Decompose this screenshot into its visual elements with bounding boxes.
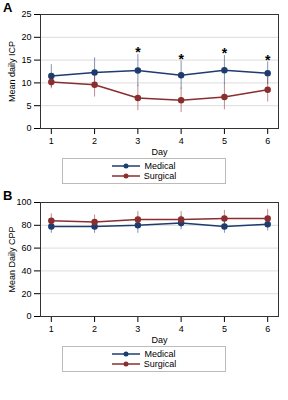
svg-text:6: 6 — [265, 136, 270, 146]
svg-text:1: 1 — [49, 324, 54, 334]
svg-text:40: 40 — [21, 266, 31, 276]
svg-text:Mean daily ICP: Mean daily ICP — [7, 41, 17, 102]
svg-text:1: 1 — [49, 136, 54, 146]
svg-text:25: 25 — [21, 9, 31, 19]
svg-text:3: 3 — [135, 136, 140, 146]
svg-text:*: * — [222, 45, 228, 61]
svg-text:5: 5 — [222, 324, 227, 334]
svg-text:100: 100 — [16, 197, 31, 207]
svg-text:Mean Daily CPP: Mean Daily CPP — [7, 226, 17, 292]
svg-text:*: * — [135, 44, 141, 60]
svg-text:60: 60 — [21, 243, 31, 253]
svg-text:15: 15 — [21, 55, 31, 65]
svg-text:5: 5 — [26, 101, 31, 111]
svg-text:6: 6 — [265, 324, 270, 334]
html-text:Medical: Medical — [144, 161, 176, 171]
svg-text:*: * — [265, 52, 271, 68]
svg-text:Day: Day — [151, 335, 168, 345]
svg-text:*: * — [178, 51, 184, 67]
svg-text:20: 20 — [21, 289, 31, 299]
svg-text:4: 4 — [179, 324, 184, 334]
svg-text:0: 0 — [26, 123, 31, 133]
svg-text:4: 4 — [179, 136, 184, 146]
html-text:B: B — [3, 188, 13, 203]
svg-text:5: 5 — [222, 136, 227, 146]
svg-text:3: 3 — [135, 324, 140, 334]
svg-text:20: 20 — [21, 32, 31, 42]
html-text:A: A — [3, 0, 13, 15]
svg-text:0: 0 — [26, 311, 31, 321]
html-text:Medical: Medical — [144, 349, 176, 359]
svg-text:2: 2 — [92, 136, 97, 146]
svg-text:80: 80 — [21, 220, 31, 230]
svg-text:Day: Day — [151, 147, 168, 157]
svg-text:10: 10 — [21, 78, 31, 88]
svg-text:2: 2 — [92, 324, 97, 334]
html-text:Surgical: Surgical — [143, 359, 177, 369]
html-text:Surgical: Surgical — [143, 171, 177, 181]
